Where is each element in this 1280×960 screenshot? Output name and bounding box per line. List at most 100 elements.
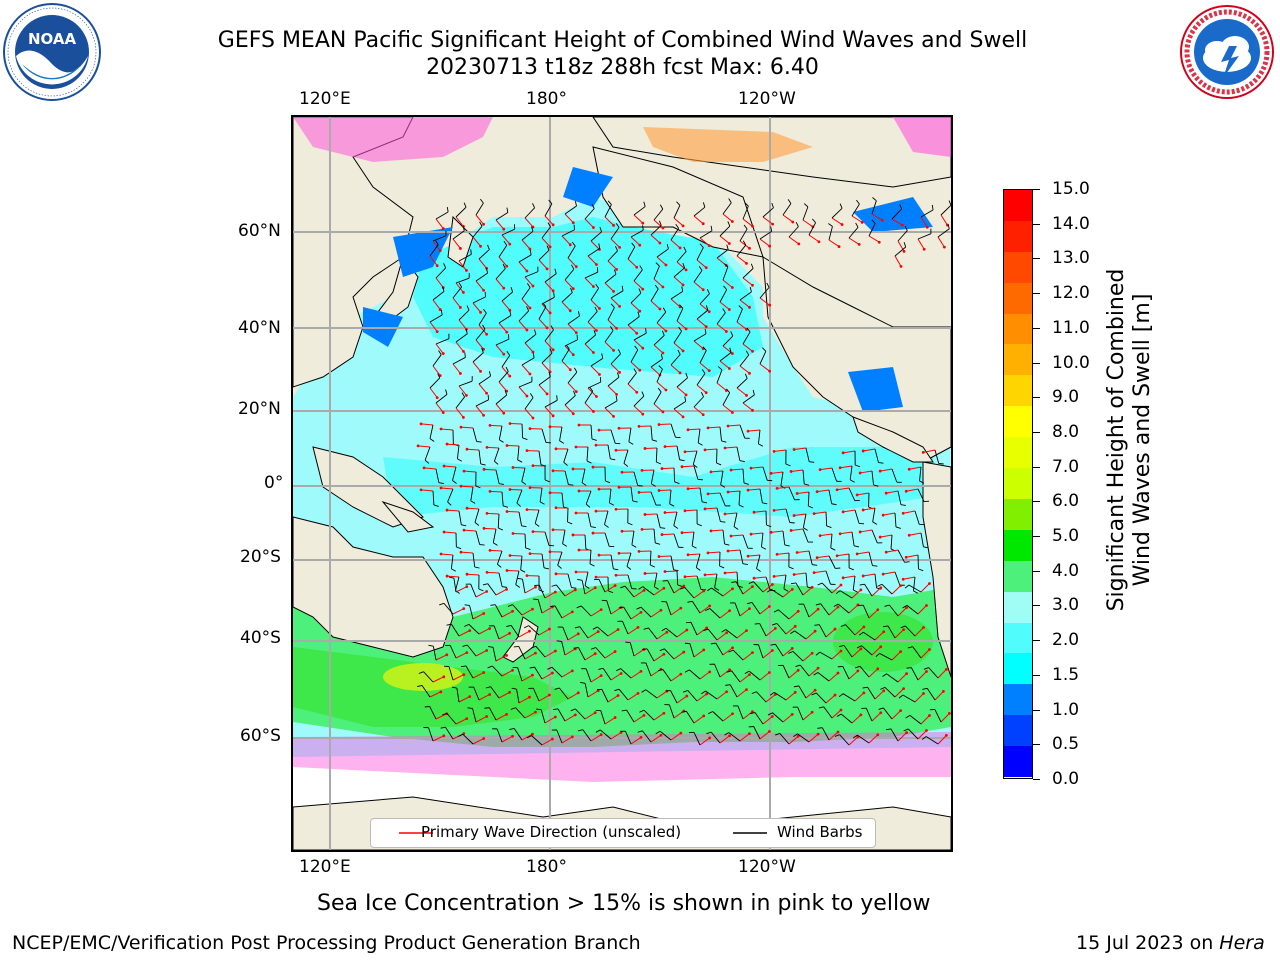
wave-direction-arrowhead [616,694,620,697]
wind-barb [539,487,543,502]
wind-barb [676,308,684,322]
wave-direction-arrowhead [442,734,446,738]
wind-barb-flag [727,221,731,227]
wind-barb-flag [849,479,855,483]
wave-direction-arrow [544,281,554,292]
wave-direction-arrowhead [482,526,486,530]
wind-barb [805,572,808,587]
wind-barb [474,508,480,523]
wave-direction-arrowhead [438,374,442,377]
wave-direction-arrowhead [488,489,492,493]
wave-direction-arrowhead [439,427,443,431]
wave-direction-arrowhead [485,590,489,593]
wave-direction-arrowhead [857,242,861,246]
wind-barb-flag [685,372,688,378]
wind-barb [478,375,491,385]
wind-barb [843,645,853,658]
wind-barb-flag [592,626,598,630]
wave-direction-arrowhead [485,511,489,515]
wind-barb [871,470,874,485]
wave-direction-arrowhead [594,443,598,447]
wind-barb [518,310,529,322]
wind-barb [521,230,534,241]
wind-barb [492,528,497,543]
wind-barb [429,314,443,323]
wave-direction-arrowhead [551,289,555,293]
wind-barb-flag [677,349,681,355]
wind-barb-flag [702,202,706,208]
wave-direction-arrowhead [921,450,925,454]
colorbar-tick-label: 10.0 [1052,352,1090,373]
wave-direction-arrowhead [642,588,646,592]
wave-direction-arrowhead [570,735,574,739]
chart-subtitle: 20230713 t18z 288h fcst Max: 6.40 [426,55,819,80]
wind-barb [520,555,523,570]
wind-barb-flag [476,441,482,443]
wind-barb-flag [577,729,583,732]
wave-direction-arrow [584,712,596,720]
wind-barb [497,550,503,565]
wind-barb [561,348,570,362]
wind-barb-flag [665,690,671,692]
wave-direction-arrowhead [899,584,903,588]
wave-direction-arrow [736,255,747,264]
wind-barb-flag [589,563,595,567]
wave-direction-arrowhead [833,627,837,631]
wave-direction-arrowhead [573,713,577,717]
wave-direction-arrow [710,470,724,473]
colorbar-tick-mark [1033,362,1040,364]
lat-label-20s: 20°S [240,547,281,567]
wave-direction-arrow [455,282,464,293]
wind-barb-flag [678,326,682,332]
wind-barb-flag [451,568,457,572]
wave-direction-arrowhead [882,689,886,693]
wave-direction-arrowhead [465,506,469,510]
wave-direction-arrowhead [925,729,928,732]
wind-barb [673,331,682,344]
wave-direction-arrow [728,549,741,552]
wave-direction-arrow [871,587,882,597]
wind-barb [734,602,741,617]
wind-barb-flag [614,688,620,692]
colorbar-tick-label: 8.0 [1052,421,1080,442]
wind-barb [849,465,853,480]
wave-direction-arrow [498,322,508,333]
wave-direction-arrowhead [751,710,754,714]
wave-direction-arrowhead [731,587,734,591]
wave-direction-arrowhead [679,672,683,676]
wind-barb-flag [521,525,527,528]
wind-barb [714,573,718,588]
wind-barb-flag [922,687,928,690]
wind-barb-flag [585,503,591,508]
wave-direction-arrowhead [458,306,462,309]
wave-direction-arrowhead [438,249,442,252]
wind-barb-flag [750,263,754,269]
wave-direction-arrowhead [548,693,551,697]
wave-direction-arrow [440,428,454,431]
wind-barb [435,211,449,220]
wind-barb-flag [747,602,753,605]
wind-barb [604,204,612,218]
wind-barb-flag [723,263,729,268]
wind-barb [649,550,652,566]
wave-direction-arrowhead [617,551,621,555]
wave-direction-arrow [584,343,594,353]
wind-barb [544,531,550,546]
wave-direction-arrow [541,738,553,746]
wind-barb [590,231,602,242]
wind-barb-flag [620,585,626,589]
wave-direction-arrowhead [728,734,731,738]
wind-barb-flag [440,726,446,729]
wind-barb-flag [772,622,778,626]
wind-barb [799,664,810,677]
wave-direction-arrowhead [531,284,535,288]
chart-title: GEFS MEAN Pacific Significant Height of … [217,28,1028,53]
wind-barb [684,587,695,599]
wind-barb [475,399,489,407]
wave-direction-arrow [759,363,770,372]
wind-barb [608,488,612,503]
wind-barb [598,579,606,593]
wave-direction-arrow [719,301,730,310]
wave-direction-arrow [458,319,467,330]
wave-direction-arrow [432,676,445,683]
